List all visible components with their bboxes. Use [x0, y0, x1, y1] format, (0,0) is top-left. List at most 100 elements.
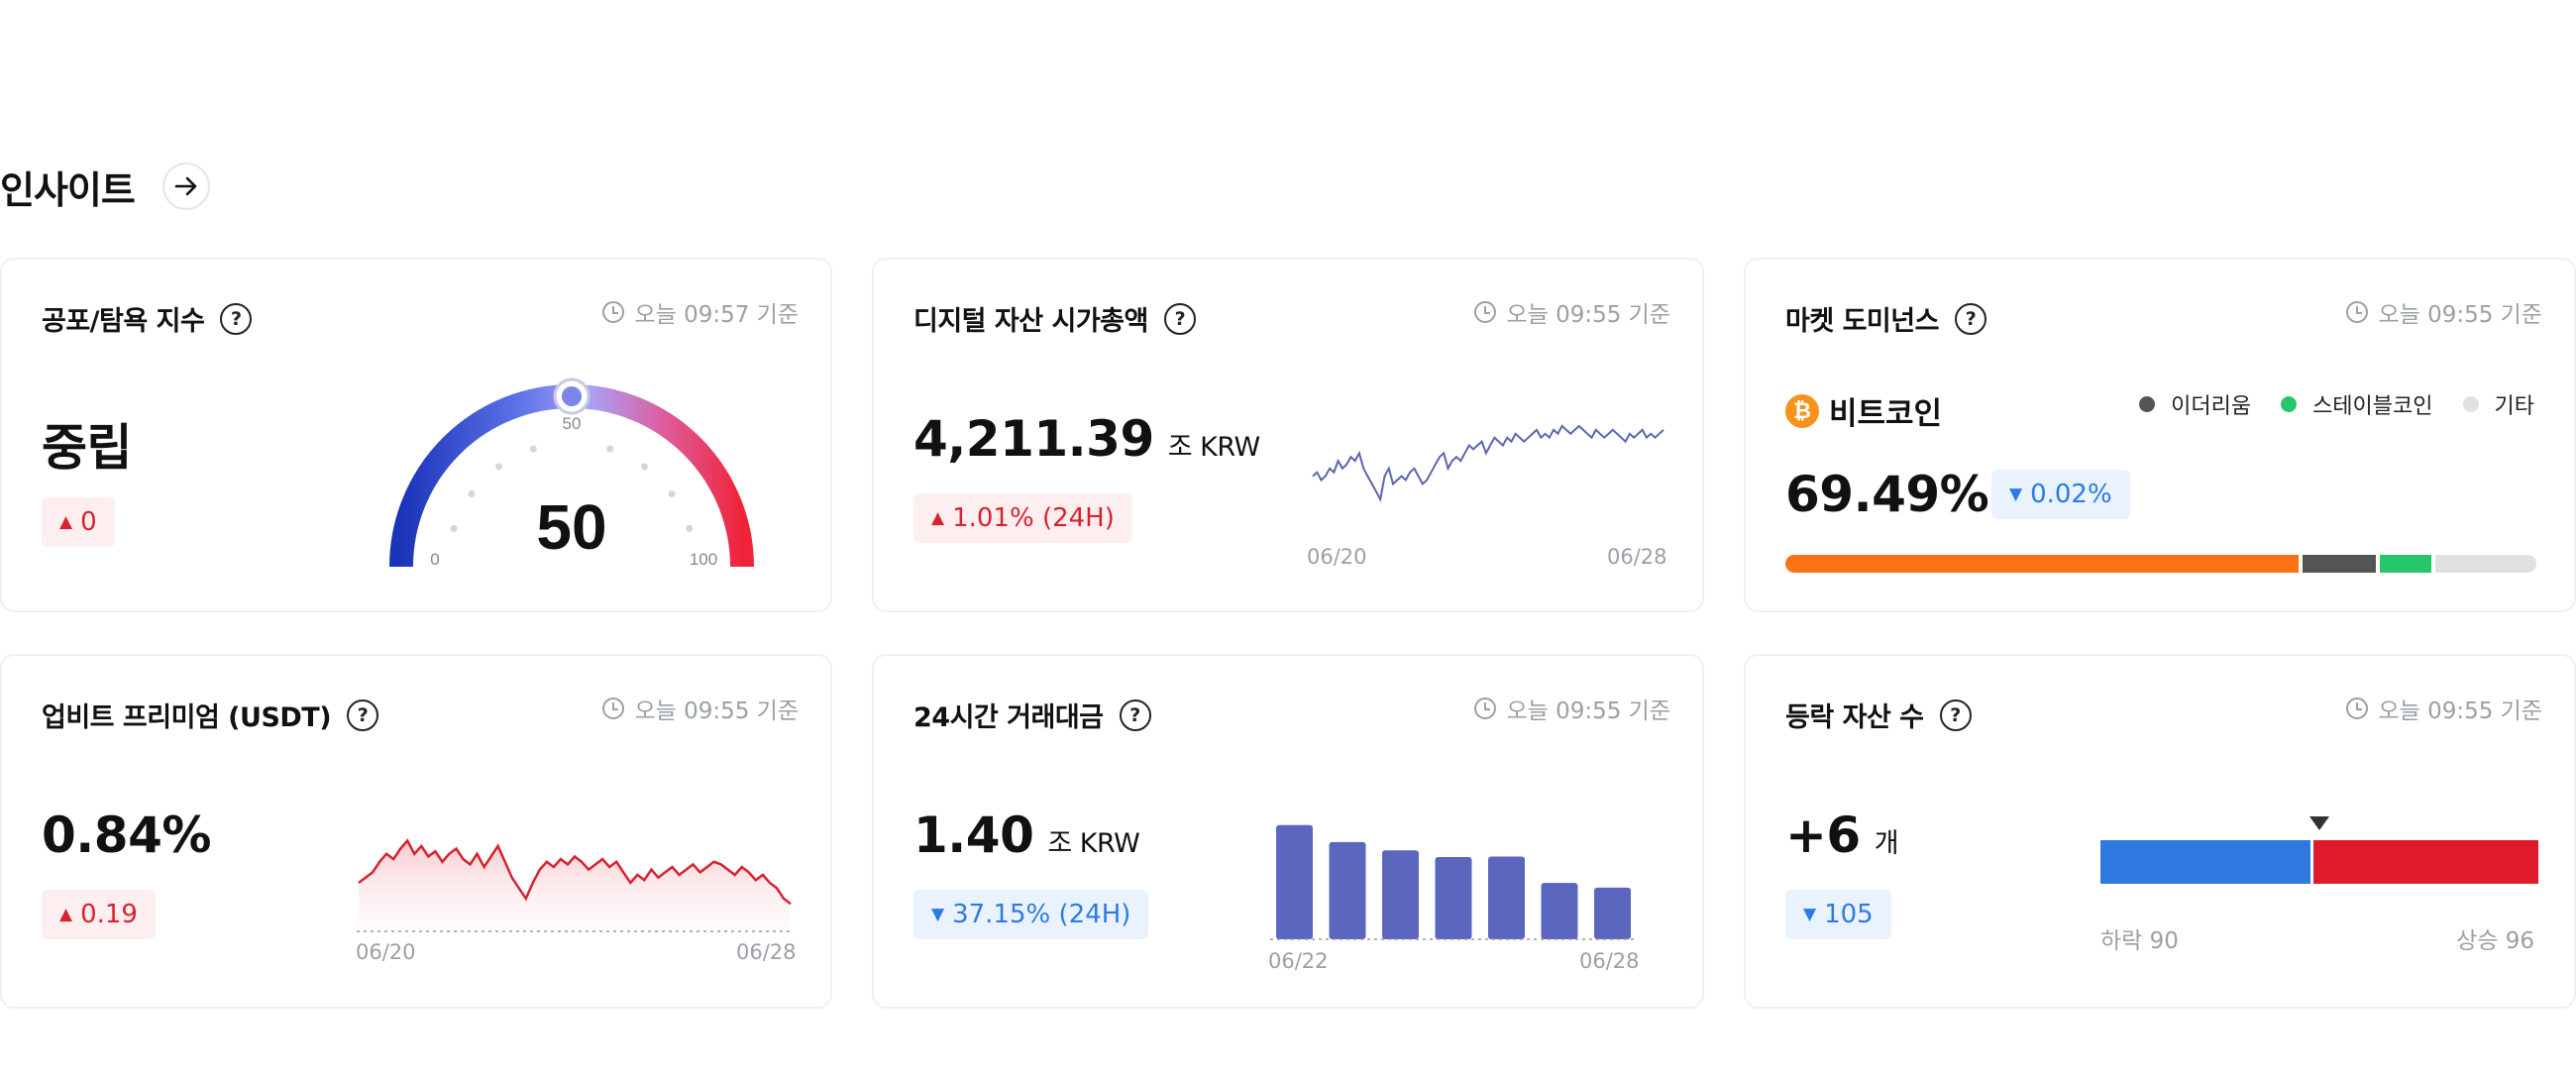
x-axis-end: 06/28	[1607, 545, 1667, 569]
fear-greed-gauge: 0 50 100 50	[389, 377, 754, 569]
advancers-change-badge: ▼ 105	[1785, 890, 1891, 939]
advancers-unit: 개	[1874, 828, 1899, 859]
fear-greed-status-text: 중립	[42, 419, 133, 477]
dominance-number: 69.49%	[1785, 466, 1989, 523]
advancers-card[interactable]: 등락 자산 수 ? 오늘 09:55 기준 +6 개 ▼ 105 하락 90 상…	[1744, 654, 2576, 1009]
card-title: 24시간 거래대금 ?	[913, 696, 1151, 734]
timestamp-text: 오늘 09:55 기준	[2378, 302, 2542, 328]
premium-value: 0.84%	[42, 807, 211, 864]
dominance-title: 마켓 도미넌스	[1785, 306, 1939, 337]
market-cap-value: 4,211.39 조 KRW	[913, 410, 1260, 468]
advancers-label: 상승 96	[2456, 928, 2534, 954]
help-icon[interactable]: ?	[347, 699, 379, 731]
market-cap-card[interactable]: 디지털 자산 시가총액 ? 오늘 09:55 기준 4,211.39 조 KRW…	[872, 258, 1704, 612]
section-header: 인사이트	[0, 157, 210, 216]
help-icon[interactable]: ?	[1954, 302, 1986, 335]
help-icon[interactable]: ?	[1163, 302, 1196, 335]
advancers-number: +6	[1785, 807, 1861, 864]
x-axis-start: 06/20	[356, 940, 416, 964]
legend-item: 스테이블코인	[2281, 388, 2433, 420]
volume-card[interactable]: 24시간 거래대금 ? 오늘 09:55 기준 1.40 조 KRW ▼ 37.…	[872, 654, 1704, 1009]
market-cap-sparkline	[1312, 424, 1664, 502]
x-axis-start: 06/22	[1268, 949, 1329, 973]
section-title: 인사이트	[0, 167, 136, 212]
market-cap-line	[1312, 424, 1664, 502]
down-triangle-icon: ▼	[1803, 905, 1817, 924]
legend-label: 스테이블코인	[2312, 394, 2433, 419]
legend-dot	[2139, 396, 2156, 412]
x-axis-start: 06/20	[1307, 545, 1367, 569]
dominance-value: 69.49%	[1785, 466, 1989, 523]
card-title: 등락 자산 수 ?	[1785, 696, 1972, 734]
volume-bar	[1541, 883, 1578, 939]
volume-title: 24시간 거래대금	[913, 702, 1104, 733]
volume-unit: 조 KRW	[1047, 828, 1140, 859]
timestamp: 오늘 09:57 기준	[602, 295, 799, 329]
clock-icon	[602, 301, 625, 323]
gauge-tick-min: 0	[430, 550, 439, 569]
advancers-bar	[2100, 816, 2538, 884]
card-title: 마켓 도미넌스 ?	[1785, 299, 1986, 338]
fear-greed-card[interactable]: 공포/탐욕 지수 ? 오늘 09:57 기준 중립 ▲ 0 0 50 100 5…	[0, 258, 832, 612]
clock-icon	[2346, 301, 2369, 323]
volume-change-badge: ▼ 37.15% (24H)	[913, 890, 1149, 939]
timestamp: 오늘 09:55 기준	[2346, 692, 2542, 725]
volume-bar	[1329, 841, 1366, 939]
timestamp-text: 오늘 09:55 기준	[634, 699, 799, 724]
dominance-segment	[2303, 555, 2376, 573]
volume-number: 1.40	[913, 807, 1034, 864]
timestamp-text: 오늘 09:57 기준	[634, 302, 799, 328]
volume-value: 1.40 조 KRW	[913, 807, 1140, 864]
premium-change-badge: ▲ 0.19	[42, 890, 156, 939]
down-triangle-icon: ▼	[2009, 484, 2023, 504]
help-icon[interactable]: ?	[220, 302, 253, 335]
volume-bar	[1276, 824, 1313, 939]
market-cap-change-badge: ▲ 1.01% (24H)	[913, 493, 1132, 543]
timestamp: 오늘 09:55 기준	[1474, 692, 1670, 725]
x-axis-end: 06/28	[736, 940, 797, 964]
volume-bar	[1435, 857, 1472, 939]
timestamp-text: 오늘 09:55 기준	[2378, 699, 2542, 724]
gauge-dot	[640, 463, 648, 471]
premium-title: 업비트 프리미엄 (USDT)	[42, 702, 332, 733]
gauge-dot	[468, 490, 476, 498]
help-icon[interactable]: ?	[1119, 699, 1151, 731]
volume-bar	[1488, 856, 1525, 939]
dominance-segment	[2379, 555, 2432, 573]
timestamp: 오늘 09:55 기준	[1474, 295, 1670, 329]
volume-bar	[1382, 850, 1419, 939]
legend-item: 기타	[2462, 388, 2534, 420]
gauge-dot	[686, 524, 694, 532]
timestamp-text: 오늘 09:55 기준	[1506, 699, 1670, 724]
volume-bar-chart	[1270, 824, 1637, 940]
gauge-value: 50	[536, 491, 606, 563]
premium-sparkline	[357, 838, 793, 932]
dominance-card[interactable]: 마켓 도미넌스 ? 오늘 09:55 기준 ₿ 비트코인 이더리움 스테이블코인…	[1744, 258, 2576, 612]
bitcoin-icon: ₿	[1785, 393, 1819, 428]
up-triangle-icon: ▲	[59, 905, 73, 924]
gauge-dot	[606, 445, 614, 453]
up-triangle-icon: ▲	[59, 512, 73, 532]
card-title: 공포/탐욕 지수 ?	[42, 299, 253, 338]
x-axis-end: 06/28	[1579, 949, 1640, 973]
help-icon[interactable]: ?	[1939, 699, 1972, 731]
dominance-segment	[2435, 555, 2536, 573]
dominance-change: 0.02%	[2030, 480, 2112, 509]
advancers-title: 등락 자산 수	[1785, 702, 1924, 733]
premium-card[interactable]: 업비트 프리미엄 (USDT) ? 오늘 09:55 기준 0.84% ▲ 0.…	[0, 654, 832, 1009]
clock-icon	[1474, 698, 1497, 719]
advancers-change: 105	[1824, 900, 1874, 929]
timestamp: 오늘 09:55 기준	[2346, 295, 2542, 329]
premium-number: 0.84%	[42, 807, 211, 864]
volume-bar	[1594, 887, 1631, 939]
section-more-button[interactable]	[161, 162, 210, 210]
gauge-dot	[450, 524, 458, 532]
premium-area	[359, 840, 791, 931]
clock-icon	[602, 698, 625, 719]
gauge-dots	[450, 445, 694, 532]
decliners-label: 하락 90	[2100, 928, 2179, 954]
market-cap-change: 1.01% (24H)	[952, 503, 1115, 533]
premium-line	[358, 838, 792, 906]
fear-greed-status: 중립	[42, 408, 133, 480]
gauge-dot	[529, 445, 537, 453]
